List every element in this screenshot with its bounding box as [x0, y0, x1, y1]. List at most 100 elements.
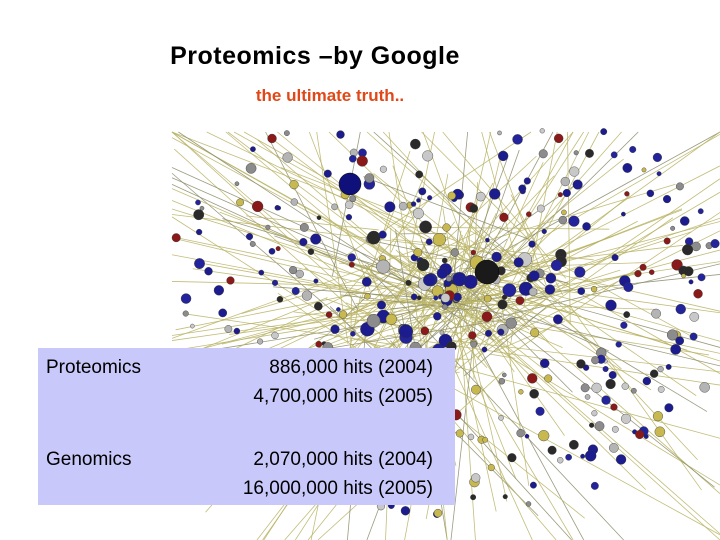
network-node	[589, 422, 595, 428]
network-node	[652, 152, 662, 162]
network-node	[349, 155, 357, 163]
network-edge	[171, 281, 397, 287]
network-node	[539, 358, 550, 369]
network-node	[652, 411, 664, 422]
network-node	[400, 506, 411, 516]
network-node	[545, 272, 557, 284]
network-edge	[442, 208, 454, 272]
network-node	[250, 146, 256, 153]
network-node	[194, 258, 205, 269]
network-node	[573, 150, 579, 156]
network-node	[257, 338, 264, 345]
network-edge	[444, 291, 647, 490]
network-edge	[404, 191, 720, 378]
network-node	[180, 293, 192, 304]
network-node	[528, 240, 536, 248]
network-edge	[442, 270, 715, 488]
network-node	[525, 501, 532, 507]
network-edge	[448, 297, 497, 512]
network-edge	[464, 195, 630, 330]
network-node	[423, 274, 436, 287]
network-node	[467, 433, 475, 441]
network-node	[350, 331, 356, 337]
network-node	[330, 324, 340, 334]
network-node	[314, 301, 323, 311]
network-node	[498, 415, 504, 421]
network-node	[316, 215, 322, 220]
network-node	[688, 279, 694, 285]
network-node	[685, 237, 694, 246]
hits-line: 886,000 hits (2004)	[269, 357, 433, 378]
network-node	[590, 285, 598, 293]
network-node	[710, 239, 720, 249]
network-edge	[562, 317, 622, 370]
network-node	[554, 133, 564, 144]
network-node	[299, 237, 308, 247]
network-node	[591, 356, 600, 365]
network-node	[679, 216, 690, 226]
network-node	[621, 211, 626, 217]
network-node	[565, 453, 572, 461]
network-node	[463, 274, 478, 289]
network-node	[541, 228, 547, 234]
network-node	[513, 257, 524, 268]
network-node	[585, 148, 594, 158]
network-node	[600, 128, 608, 136]
network-node	[377, 300, 386, 310]
network-node	[289, 266, 298, 275]
network-node	[307, 248, 315, 255]
network-node	[505, 317, 517, 329]
network-node	[204, 267, 213, 276]
network-node	[455, 429, 464, 438]
network-edge	[428, 224, 560, 352]
network-edge	[458, 305, 476, 540]
network-node	[282, 152, 293, 163]
network-edge	[468, 227, 475, 379]
network-node	[275, 246, 281, 252]
network-node	[697, 273, 706, 282]
network-edge	[456, 314, 709, 356]
network-edge	[171, 131, 459, 293]
network-node	[339, 310, 348, 319]
network-node	[594, 421, 605, 431]
network-edge	[413, 131, 574, 311]
network-node	[558, 215, 568, 225]
network-edge	[206, 131, 486, 269]
network-node	[418, 187, 427, 196]
network-edge	[487, 287, 720, 362]
network-node	[580, 383, 590, 393]
network-node	[283, 130, 290, 137]
network-node	[271, 279, 279, 286]
network-edge	[470, 240, 697, 396]
network-node	[491, 251, 502, 263]
network-node	[290, 198, 298, 206]
network-edge	[508, 212, 720, 357]
network-node	[405, 279, 412, 286]
network-node	[584, 394, 591, 400]
network-node	[699, 382, 710, 393]
network-node	[580, 453, 586, 459]
network-node	[171, 233, 181, 243]
network-node	[550, 259, 563, 271]
network-node	[245, 163, 257, 174]
network-node	[577, 287, 586, 295]
network-node	[585, 450, 597, 462]
network-node	[450, 248, 459, 257]
network-node	[608, 443, 619, 453]
network-node	[561, 209, 567, 216]
network-node	[568, 215, 580, 227]
network-edge	[382, 131, 512, 271]
row-label: Proteomics	[46, 357, 142, 378]
network-node	[582, 222, 591, 231]
network-edge	[171, 214, 521, 257]
network-node	[553, 314, 563, 325]
network-edge	[175, 272, 463, 331]
network-node	[538, 430, 550, 442]
network-node	[683, 266, 694, 277]
network-edge	[366, 131, 571, 315]
network-node	[516, 428, 525, 438]
network-node	[528, 270, 540, 282]
network-node	[487, 464, 495, 472]
network-node	[544, 374, 553, 383]
network-edge	[442, 290, 720, 540]
